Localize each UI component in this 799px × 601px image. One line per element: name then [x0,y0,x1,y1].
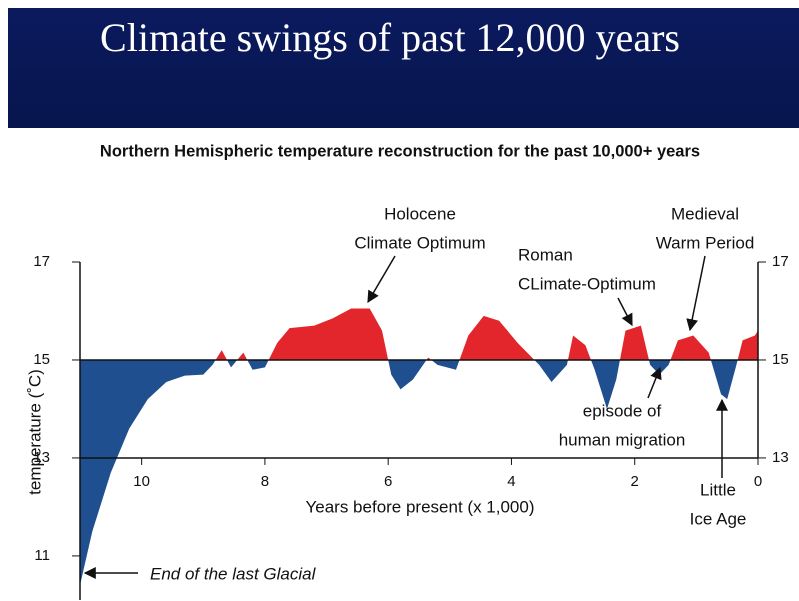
y2-tick-label: 17 [772,253,789,270]
x-tick-label: 10 [133,473,150,490]
x-tick-label: 0 [754,473,762,490]
x-tick-label: 4 [507,473,515,490]
x-tick-label: 6 [384,473,392,490]
annotation: CLimate-Optimum [518,274,656,293]
x-axis-title: Years before present (x 1,000) [305,497,534,516]
annotation: Climate Optimum [354,233,485,252]
annotation-arrow [367,255,396,304]
annotation: End of the last Glacial [150,564,317,583]
annotation: Ice Age [690,509,747,528]
annotation: Warm Period [656,233,755,252]
x-tick-label: 8 [261,473,269,490]
x-tick-label: 2 [631,473,639,490]
annotation: Roman [518,245,573,264]
y-axis-title: temperature (˚C) [25,369,44,495]
annotation: episode of [583,401,662,420]
y-tick-label: 11 [34,547,50,564]
y-tick-label: 13 [33,449,50,466]
temperature-area [80,308,758,586]
annotation-arrow [686,255,706,332]
y-tick-label: 15 [33,351,50,368]
annotation: Little [700,480,736,499]
slide-title: Climate swings of past 12,000 years [100,15,680,60]
annotation: human migration [559,430,686,449]
annotation-arrow [617,297,633,327]
y2-tick-label: 13 [772,449,789,466]
annotation: Medieval [671,204,739,223]
y2-tick-label: 15 [772,351,789,368]
annotation-arrow [647,366,662,399]
chart-title: Northern Hemispheric temperature reconst… [100,142,700,160]
slide-header [8,8,799,128]
annotation: Holocene [384,204,456,223]
y-tick-label: 17 [33,253,50,270]
